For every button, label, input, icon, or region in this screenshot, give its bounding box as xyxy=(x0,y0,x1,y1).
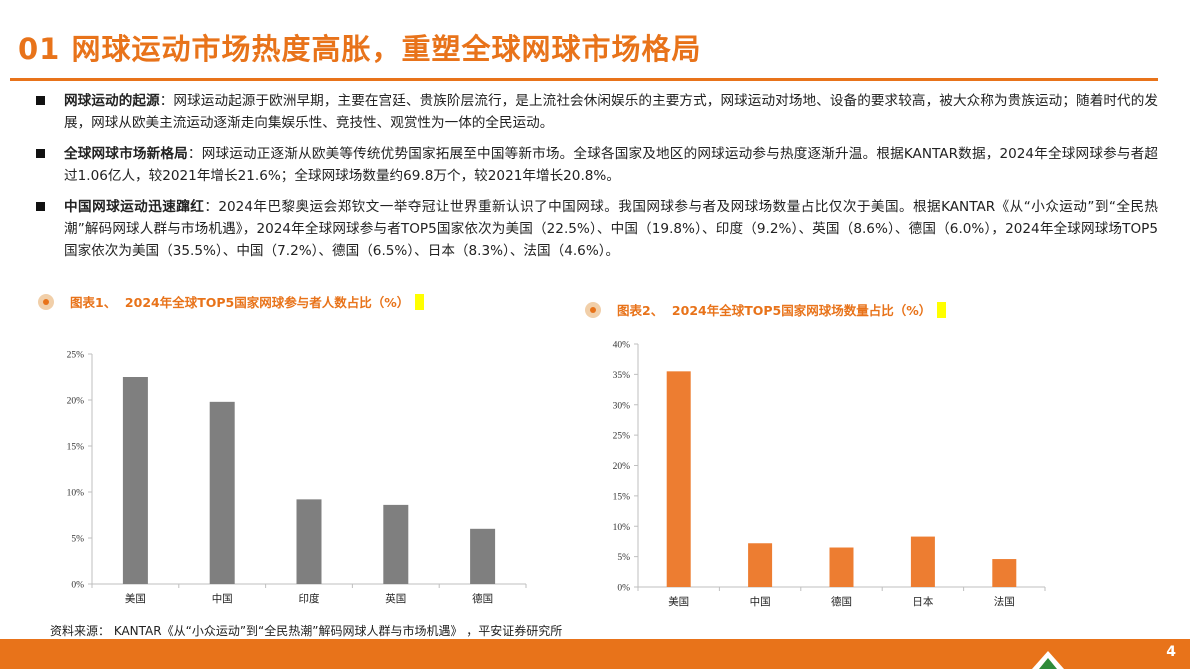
x-tick-label: 印度 xyxy=(299,592,320,605)
y-tick-label: 10% xyxy=(613,523,631,533)
x-tick-label: 中国 xyxy=(750,595,771,608)
bar xyxy=(748,543,773,587)
bullet-heading: 中国网球运动迅速蹿红 xyxy=(64,199,205,215)
bullet-origin: 网球运动的起源：网球运动起源于欧洲早期，主要在宫廷、贵族阶层流行，是上流社会休闲… xyxy=(36,90,1158,134)
bar xyxy=(296,499,322,584)
bullet-square-icon xyxy=(36,96,45,105)
bullet-global-market: 全球网球市场新格局：网球运动正逐渐从欧美等传统优势国家拓展至中国等新市场。全球各… xyxy=(36,143,1158,187)
y-tick-label: 20% xyxy=(67,397,85,407)
bullet-square-icon xyxy=(36,202,45,211)
y-tick-label: 20% xyxy=(613,462,631,472)
source-note: 资料来源： KANTAR《从“小众运动”到“全民热潮”解码网球人群与市场机遇》 … xyxy=(50,624,563,638)
y-tick-label: 5% xyxy=(617,553,630,563)
bullet-text: ：网球运动起源于欧洲早期，主要在宫廷、贵族阶层流行，是上流社会休闲娱乐的主要方式… xyxy=(64,93,1158,131)
y-tick-label: 15% xyxy=(613,492,631,502)
y-tick-label: 30% xyxy=(613,401,631,411)
bar xyxy=(910,536,935,587)
target-icon xyxy=(585,301,601,318)
y-tick-label: 0% xyxy=(71,581,84,591)
x-tick-label: 日本 xyxy=(912,595,933,608)
y-tick-label: 5% xyxy=(71,535,84,545)
x-tick-label: 中国 xyxy=(212,592,233,605)
x-tick-label: 英国 xyxy=(385,592,406,605)
y-tick-label: 40% xyxy=(613,341,631,351)
y-tick-label: 35% xyxy=(613,371,631,381)
bar xyxy=(470,528,496,584)
figure-1-label: 图表1、 xyxy=(70,295,117,310)
figure-1-heading: 图表1、 2024年全球TOP5国家网球参与者人数占比（%） xyxy=(38,292,425,311)
x-tick-label: 法国 xyxy=(994,595,1015,608)
bar xyxy=(829,547,854,587)
highlight-mark xyxy=(415,293,425,310)
y-tick-label: 15% xyxy=(67,443,85,453)
figure-2-label: 图表2、 xyxy=(617,303,664,318)
target-icon xyxy=(38,293,54,310)
highlight-mark xyxy=(937,301,947,318)
y-tick-label: 25% xyxy=(67,351,85,361)
logo-icon xyxy=(1032,651,1064,669)
page-title: 01 网球运动市场热度高胀，重塑全球网球市场格局 xyxy=(18,32,702,66)
bullet-heading: 网球运动的起源 xyxy=(64,93,160,109)
x-tick-label: 美国 xyxy=(668,595,689,608)
figure-1-title: 2024年全球TOP5国家网球参与者人数占比（%） xyxy=(124,295,410,310)
bar xyxy=(666,371,691,587)
bullet-list: 网球运动的起源：网球运动起源于欧洲早期，主要在宫廷、贵族阶层流行，是上流社会休闲… xyxy=(36,90,1158,271)
footer-bar xyxy=(0,639,1190,669)
page-number: 4 xyxy=(1166,644,1176,660)
x-tick-label: 美国 xyxy=(125,592,146,605)
x-tick-label: 德国 xyxy=(472,592,493,605)
bullet-heading: 全球网球市场新格局 xyxy=(64,146,188,162)
figure-2-heading: 图表2、 2024年全球TOP5国家网球场数量占比（%） xyxy=(585,300,947,319)
x-tick-label: 德国 xyxy=(831,595,852,608)
courts-bar-chart: 0% 5% 10% 15% 20% 25% 30% 35% 40% 美国 中国 德国 日本 法国 xyxy=(613,341,1046,608)
y-tick-label: 0% xyxy=(617,584,630,594)
y-tick-label: 10% xyxy=(67,489,85,499)
participants-bar-chart: 0% 5% 10% 15% 20% 25% 美国 中国 印度 英国 德国 xyxy=(67,351,527,605)
y-tick-label: 25% xyxy=(613,432,631,442)
bullet-text: ：网球运动正逐渐从欧美等传统优势国家拓展至中国等新市场。全球各国家及地区的网球运… xyxy=(64,146,1158,184)
bar xyxy=(209,401,235,584)
bar xyxy=(122,377,148,584)
bullet-text: ：2024年巴黎奥运会郑钦文一举夺冠让世界重新认识了中国网球。我国网球参与者及网… xyxy=(64,199,1158,259)
title-divider xyxy=(10,78,1158,81)
bullet-china-tennis: 中国网球运动迅速蹿红：2024年巴黎奥运会郑钦文一举夺冠让世界重新认识了中国网球… xyxy=(36,196,1158,262)
bar xyxy=(383,504,409,584)
bullet-square-icon xyxy=(36,149,45,158)
bar xyxy=(992,559,1017,587)
figure-2-title: 2024年全球TOP5国家网球场数量占比（%） xyxy=(671,303,932,318)
